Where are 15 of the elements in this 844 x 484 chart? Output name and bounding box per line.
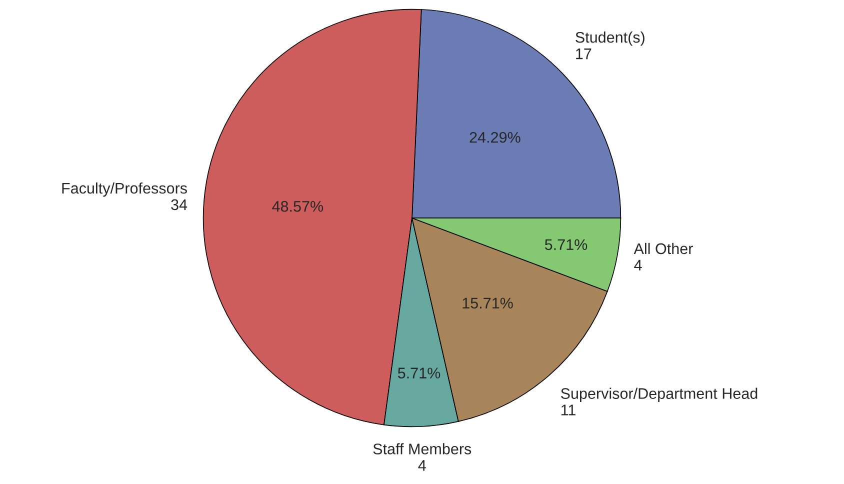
slice-label: Student(s) — [576, 32, 644, 46]
text: 5.71% — [398, 368, 440, 378]
text: 24.29% — [470, 132, 520, 143]
data-label: 34 — [171, 199, 188, 210]
slice-label: Faculty/Professors — [62, 182, 187, 197]
data-label: 17 — [576, 48, 592, 60]
text: 5.71% — [544, 239, 588, 250]
text: 48.57% — [272, 200, 324, 212]
slice-label: Staff Members — [373, 443, 472, 454]
text: 15.71% — [462, 298, 513, 309]
data-label: 11 — [561, 404, 576, 416]
slice-label: All Other — [634, 242, 693, 254]
data-label: 4 — [418, 460, 426, 471]
slice-label: Supervisor/Department Head — [560, 388, 758, 402]
data-label: 4 — [634, 260, 642, 270]
